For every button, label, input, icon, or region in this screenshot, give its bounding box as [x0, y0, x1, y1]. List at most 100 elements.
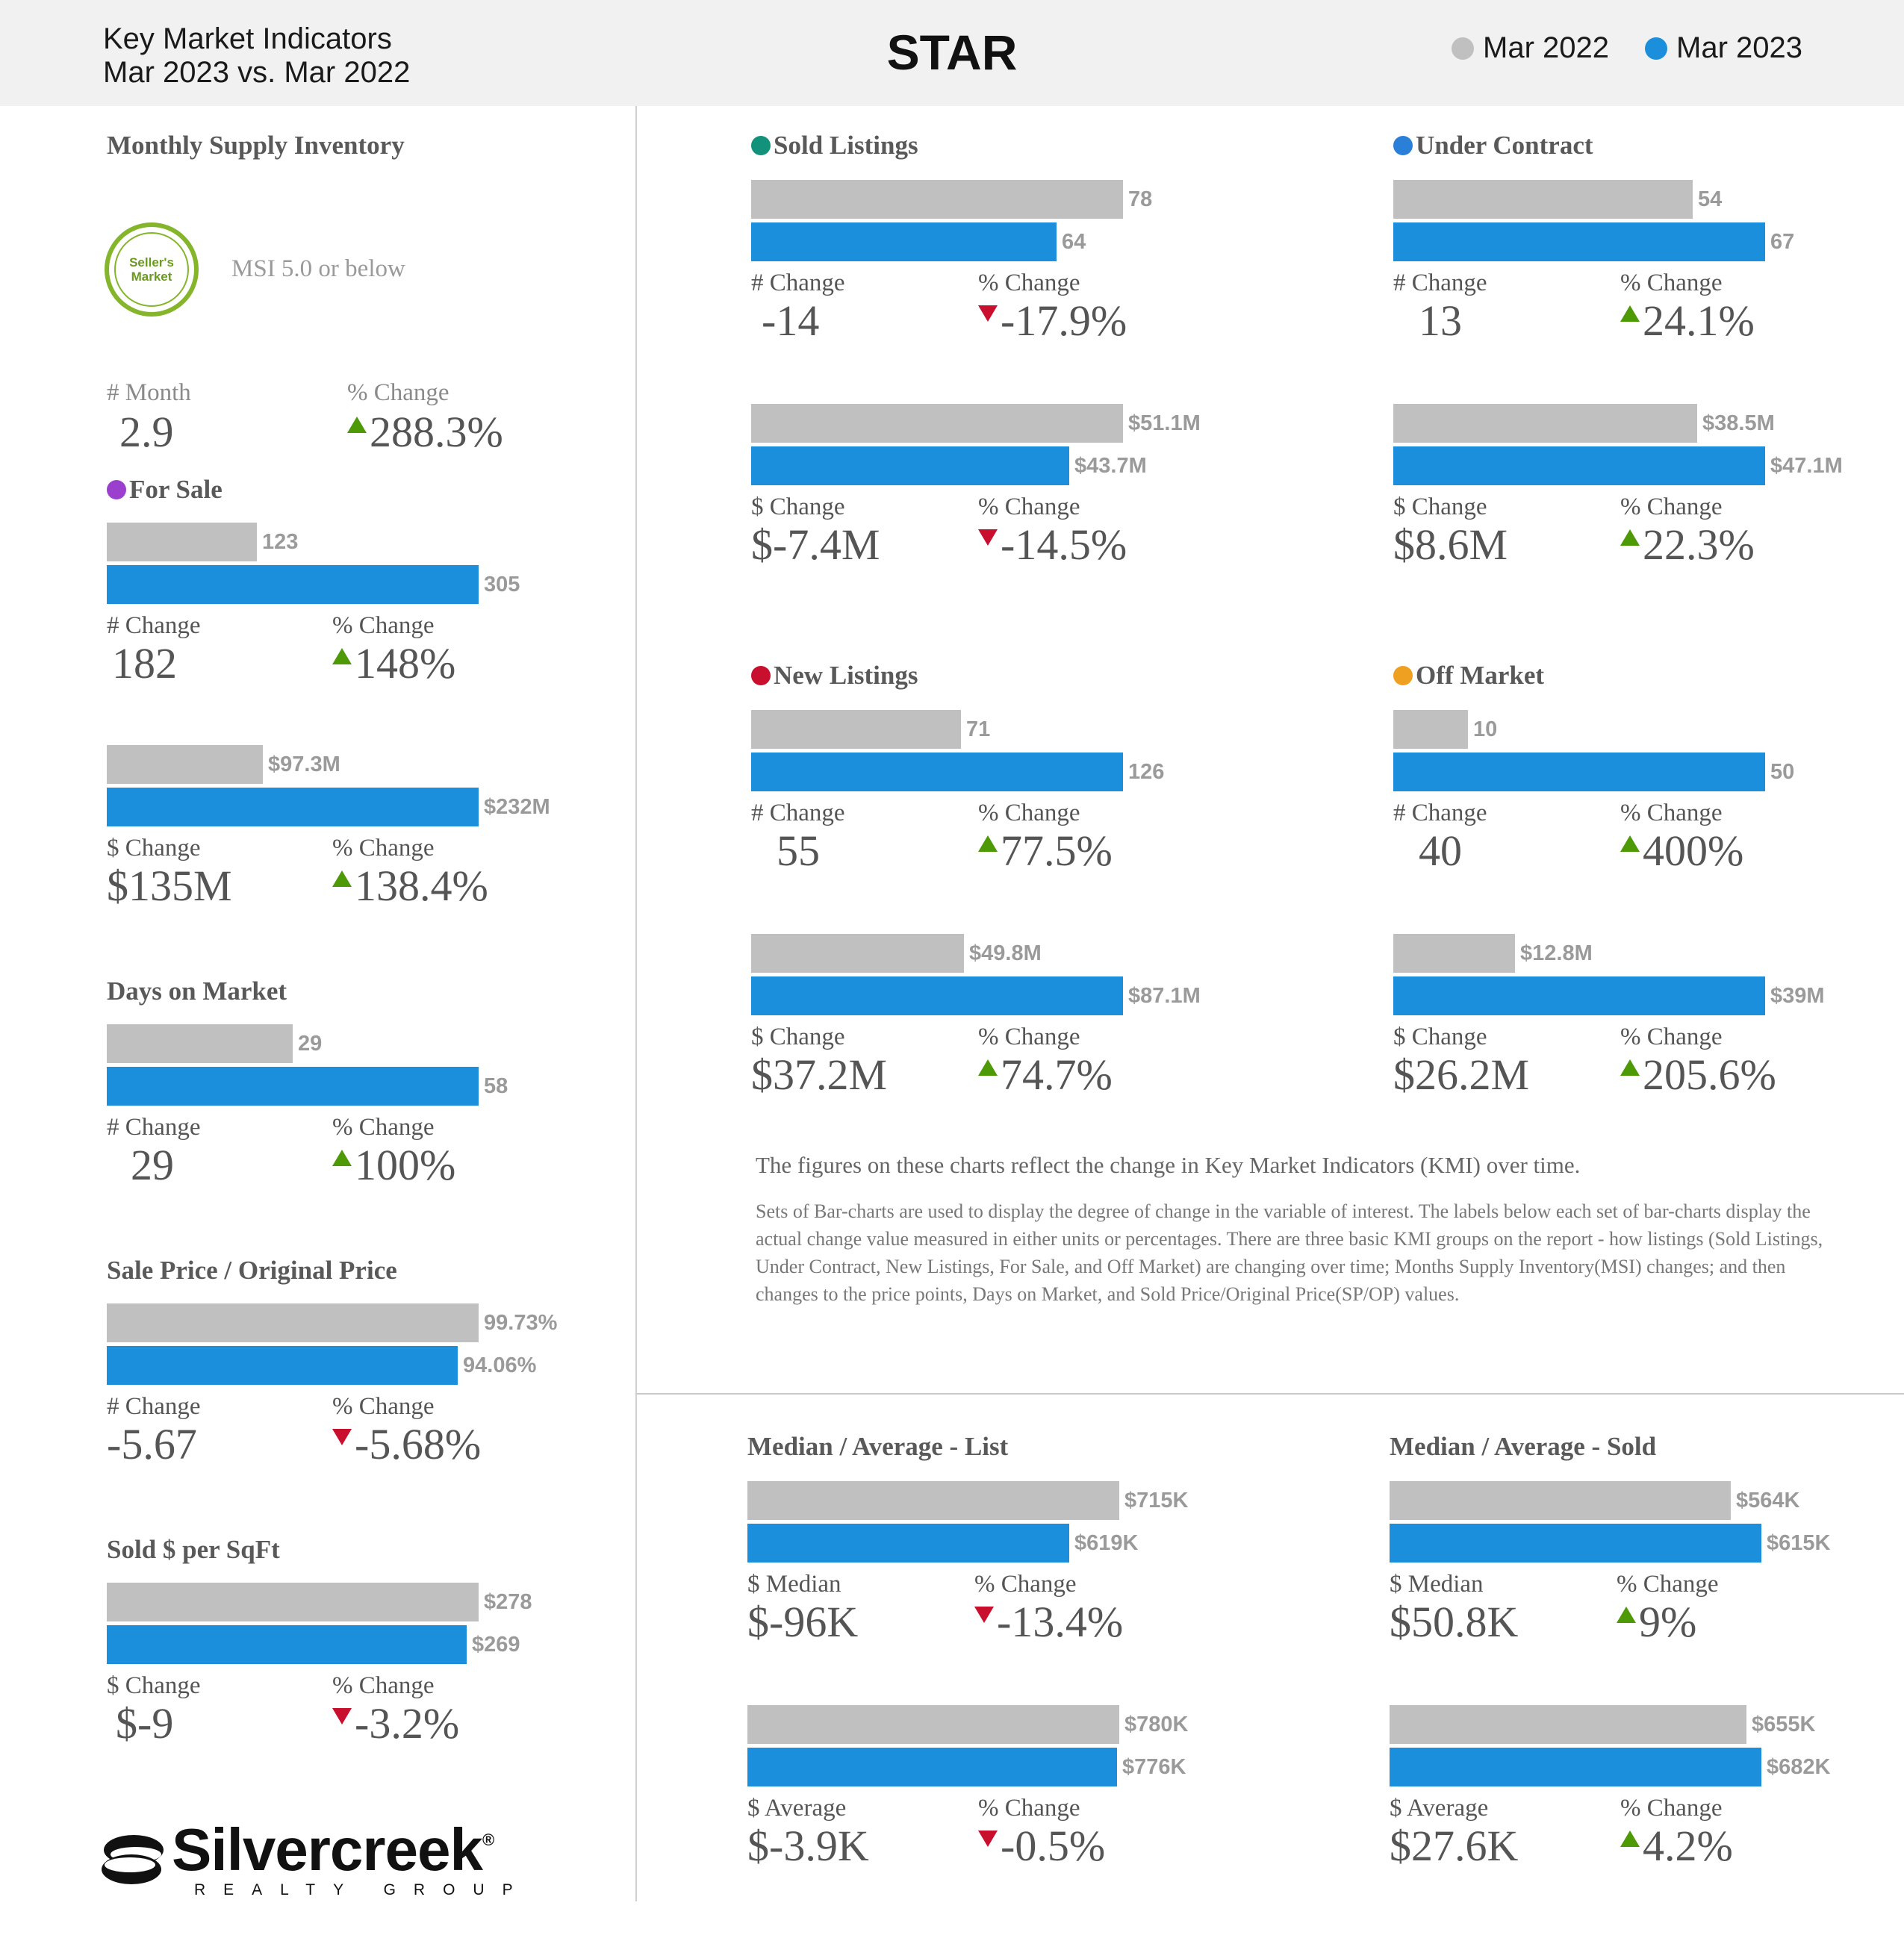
change-label: # Change [107, 1114, 201, 1141]
pct-change-label: % Change [332, 1393, 435, 1420]
change-value: $-3.9K [747, 1822, 869, 1870]
bar-mar-2023 [751, 446, 1069, 485]
change-value: 13 [1419, 296, 1462, 345]
pct-change-value: 100% [332, 1142, 455, 1188]
msi-pct-label: % Change [347, 379, 449, 406]
bar-value-label: 67 [1770, 230, 1795, 254]
chart-title-text: Sale Price / Original Price [107, 1256, 397, 1285]
pct-change-value: -17.9% [978, 298, 1127, 344]
bar-value-label: $49.8M [969, 941, 1042, 965]
change-value: $27.6K [1390, 1822, 1519, 1870]
report-title-line1: Key Market Indicators [103, 22, 392, 55]
bar-value-label: $51.1M [1128, 411, 1201, 435]
pct-change-value: 24.1% [1620, 298, 1755, 344]
pct-change-text: 24.1% [1643, 296, 1755, 345]
bar-value-label: 126 [1128, 760, 1165, 784]
pct-change-value: 74.7% [978, 1052, 1113, 1098]
bar-mar-2023 [107, 565, 479, 604]
pct-change-label: % Change [332, 1114, 435, 1141]
down-triangle-icon [974, 1607, 994, 1623]
bar-mar-2022 [1393, 934, 1515, 973]
bar-mar-2022 [1390, 1705, 1746, 1744]
bar-mar-2023 [747, 1524, 1069, 1563]
change-label: # Change [1393, 270, 1487, 296]
bar-mar-2022 [1393, 404, 1697, 443]
pct-change-label: % Change [1620, 270, 1723, 296]
bar-value-label: 29 [298, 1032, 323, 1056]
legend-dot-icon [1452, 37, 1475, 60]
category-dot-icon [1393, 666, 1413, 685]
up-triangle-icon [1620, 1831, 1640, 1847]
chart-title: Under Contract [1393, 131, 1593, 161]
bar-mar-2023 [1390, 1748, 1761, 1786]
bar-mar-2022 [107, 745, 263, 784]
pct-change-value: 22.3% [1620, 522, 1755, 568]
logo-wordmark: Silvercreek® [172, 1816, 494, 1884]
bar-value-label: 99.73% [484, 1311, 558, 1335]
change-value: $135M [107, 862, 232, 910]
bar-value-label: 78 [1128, 187, 1153, 211]
change-label: $ Change [1393, 493, 1487, 520]
bar-value-label: $655K [1752, 1713, 1816, 1736]
pct-change-label: % Change [1620, 1795, 1723, 1822]
report-header: Key Market Indicators Mar 2023 vs. Mar 2… [0, 0, 1904, 106]
badge-line1: Seller's [129, 255, 174, 270]
change-value: 40 [1419, 826, 1462, 875]
chart-title-text: For Sale [129, 475, 223, 504]
change-value: $26.2M [1393, 1050, 1530, 1099]
category-dot-icon [107, 480, 126, 499]
silvercreek-logo: Silvercreek® REALTY GROUP [100, 1816, 513, 1904]
bar-mar-2022 [1393, 710, 1468, 749]
bar-mar-2023 [1393, 753, 1765, 791]
report-title: Key Market Indicators Mar 2023 vs. Mar 2… [103, 22, 410, 90]
legend-dot-icon [1645, 37, 1668, 60]
pct-change-label: % Change [1617, 1571, 1719, 1598]
up-triangle-icon [1620, 305, 1640, 322]
bar-mar-2022 [747, 1481, 1119, 1520]
change-label: # Change [1393, 800, 1487, 826]
down-triangle-icon [978, 529, 998, 546]
chart-title: Off Market [1393, 661, 1544, 691]
pct-change-label: % Change [974, 1571, 1077, 1598]
bar-value-label: $47.1M [1770, 454, 1843, 478]
chart-title: Median / Average - List [747, 1432, 1008, 1462]
bar-value-label: 123 [262, 530, 299, 554]
bar-mar-2022 [1393, 180, 1693, 219]
change-value: $8.6M [1393, 520, 1508, 569]
bar-value-label: 305 [484, 573, 520, 596]
change-value: 55 [777, 826, 820, 875]
msi-pct-value: 288.3% [347, 409, 503, 455]
bar-mar-2022 [751, 934, 964, 973]
up-triangle-icon [978, 835, 998, 852]
pct-change-text: 205.6% [1643, 1050, 1776, 1099]
change-label: $ Change [107, 835, 201, 862]
chart-title-text: Median / Average - Sold [1390, 1432, 1657, 1461]
down-triangle-icon [332, 1429, 352, 1445]
change-label: $ Change [1393, 1024, 1487, 1050]
change-value: $50.8K [1390, 1598, 1519, 1646]
bar-value-label: 50 [1770, 760, 1795, 784]
up-triangle-icon [332, 1150, 352, 1166]
legend-label: Mar 2022 [1483, 31, 1610, 64]
bar-value-label: $12.8M [1520, 941, 1593, 965]
pct-change-text: 138.4% [355, 862, 488, 910]
pct-change-text: 4.2% [1643, 1822, 1733, 1870]
pct-change-text: -14.5% [1001, 520, 1127, 569]
pct-change-text: 9% [1639, 1598, 1697, 1646]
bar-mar-2023 [1393, 446, 1765, 485]
chart-title-text: Off Market [1416, 661, 1545, 690]
category-dot-icon [751, 666, 771, 685]
change-label: # Change [751, 270, 845, 296]
bar-value-label: $780K [1124, 1713, 1189, 1736]
chart-title-text: Under Contract [1416, 131, 1593, 160]
up-triangle-icon [978, 1059, 998, 1076]
pct-change-label: % Change [978, 270, 1080, 296]
pct-change-value: 77.5% [978, 828, 1113, 874]
pct-change-value: 9% [1617, 1599, 1696, 1645]
area-name: STAR [886, 25, 1018, 80]
pct-change-label: % Change [978, 1024, 1080, 1050]
pct-change-label: % Change [332, 1672, 435, 1699]
bar-value-label: $38.5M [1702, 411, 1775, 435]
bar-mar-2023 [107, 788, 479, 826]
change-label: $ Change [751, 1024, 845, 1050]
